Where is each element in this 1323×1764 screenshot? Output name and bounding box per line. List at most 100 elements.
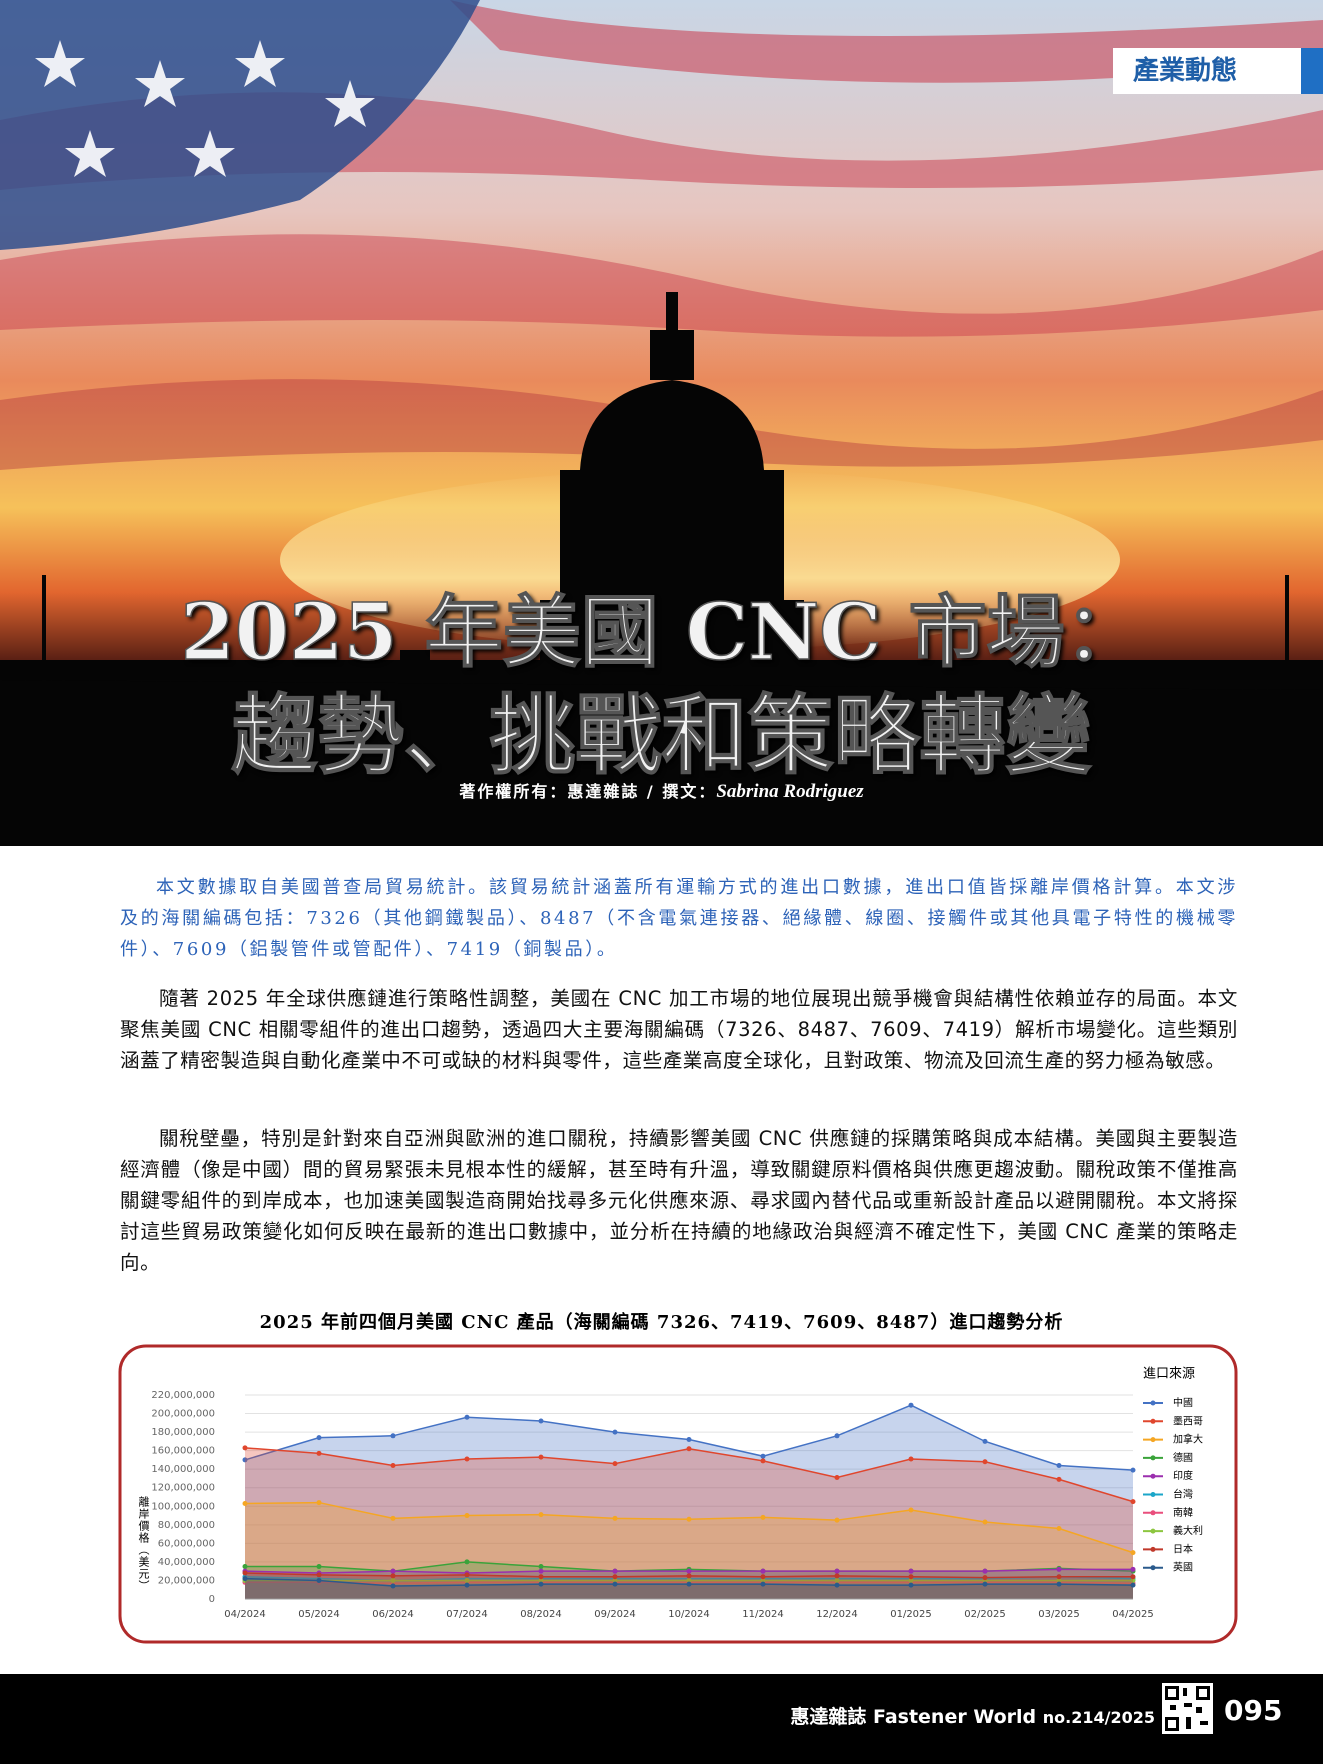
y-tick-label: 160,000,000 (151, 1446, 215, 1457)
x-tick-label: 03/2025 (1038, 1609, 1080, 1620)
point (464, 1414, 470, 1420)
author: Sabrina Rodriguez (716, 781, 864, 802)
point (1056, 1462, 1062, 1468)
point (908, 1568, 914, 1574)
hero-image (0, 0, 1323, 846)
point (834, 1577, 840, 1583)
y-tick-label: 200,000,000 (151, 1409, 215, 1420)
y-tick-label: 220,000,000 (151, 1390, 215, 1401)
legend-label: 日本 (1173, 1542, 1193, 1555)
point (538, 1512, 544, 1518)
y-tick-label: 0 (209, 1594, 215, 1605)
x-tick-label: 11/2024 (742, 1609, 784, 1620)
point (612, 1574, 618, 1580)
point (1130, 1582, 1136, 1588)
point (242, 1457, 248, 1463)
x-tick-label: 04/2025 (1112, 1609, 1154, 1620)
issue: no.214/2025 (1042, 1708, 1155, 1727)
point (538, 1577, 544, 1583)
point (1056, 1577, 1062, 1583)
point (834, 1475, 840, 1481)
point (1130, 1467, 1136, 1473)
point (316, 1577, 322, 1583)
point (612, 1577, 618, 1583)
point (390, 1515, 396, 1521)
footer-text: 惠達雜誌 Fastener World no.214/2025 (790, 1702, 1155, 1729)
point (908, 1402, 914, 1408)
legend-swatch (1150, 1546, 1156, 1552)
point (1130, 1574, 1136, 1580)
point (242, 1445, 248, 1451)
point (612, 1568, 618, 1574)
point (1130, 1577, 1136, 1583)
magazine: 惠達雜誌 Fastener World (790, 1706, 1037, 1728)
byline-text: 著作權所有：惠達雜誌 / 撰文： (459, 782, 717, 801)
point (242, 1500, 248, 1506)
point (464, 1513, 470, 1519)
point (760, 1453, 766, 1459)
y-tick-label: 40,000,000 (158, 1557, 215, 1568)
point (1056, 1581, 1062, 1587)
point (686, 1446, 692, 1452)
point (538, 1581, 544, 1587)
point (390, 1433, 396, 1439)
point (316, 1500, 322, 1506)
page-number: 095 (1224, 1694, 1283, 1727)
point (1056, 1574, 1062, 1580)
point (686, 1437, 692, 1443)
x-tick-label: 12/2024 (816, 1609, 858, 1620)
title: 趨勢、挑戰和策略轉變 (231, 684, 1093, 787)
legend-label: 加拿大 (1173, 1433, 1203, 1446)
point (242, 1564, 248, 1570)
x-tick-label: 02/2025 (964, 1609, 1006, 1620)
x-tick-label: 10/2024 (668, 1609, 710, 1620)
point (760, 1577, 766, 1583)
point (834, 1433, 840, 1439)
point (686, 1568, 692, 1574)
area (245, 1405, 1133, 1599)
point (390, 1583, 396, 1589)
legend-label: 英國 (1173, 1561, 1193, 1574)
legend-label: 德國 (1173, 1451, 1193, 1464)
point (908, 1577, 914, 1583)
legend-swatch (1150, 1510, 1156, 1516)
point (612, 1515, 618, 1521)
x-tick-label: 07/2024 (446, 1609, 488, 1620)
point (760, 1514, 766, 1520)
point (316, 1564, 322, 1570)
legend-label: 台灣 (1173, 1488, 1193, 1501)
point (464, 1577, 470, 1583)
point (464, 1582, 470, 1588)
intro: 本文數據取自美國普查局貿易統計。該貿易統計涵蓋所有運輸方式的進出口數據，進出口值… (120, 877, 1238, 960)
point (612, 1461, 618, 1467)
legend-swatch (1150, 1528, 1156, 1534)
point (982, 1581, 988, 1587)
x-tick-label: 01/2025 (890, 1609, 932, 1620)
point (316, 1435, 322, 1441)
point (760, 1568, 766, 1574)
point (908, 1574, 914, 1580)
y-tick-label: 20,000,000 (158, 1575, 215, 1586)
point (834, 1582, 840, 1588)
x-tick-label: 05/2024 (298, 1609, 340, 1620)
point (908, 1456, 914, 1462)
point (390, 1462, 396, 1468)
area (245, 1578, 1133, 1599)
point (538, 1568, 544, 1574)
point (686, 1577, 692, 1583)
legend-swatch (1150, 1473, 1156, 1479)
point (982, 1575, 988, 1581)
x-tick-label: 08/2024 (520, 1609, 562, 1620)
point (464, 1456, 470, 1462)
point (1056, 1566, 1062, 1572)
y-tick-label: 60,000,000 (158, 1538, 215, 1549)
point (686, 1516, 692, 1522)
point (538, 1564, 544, 1570)
legend-label: 義大利 (1173, 1524, 1203, 1537)
point (242, 1576, 248, 1582)
qr-code (1162, 1683, 1213, 1734)
point (1056, 1476, 1062, 1482)
point (390, 1573, 396, 1579)
point (760, 1458, 766, 1464)
legend-swatch (1150, 1418, 1156, 1424)
